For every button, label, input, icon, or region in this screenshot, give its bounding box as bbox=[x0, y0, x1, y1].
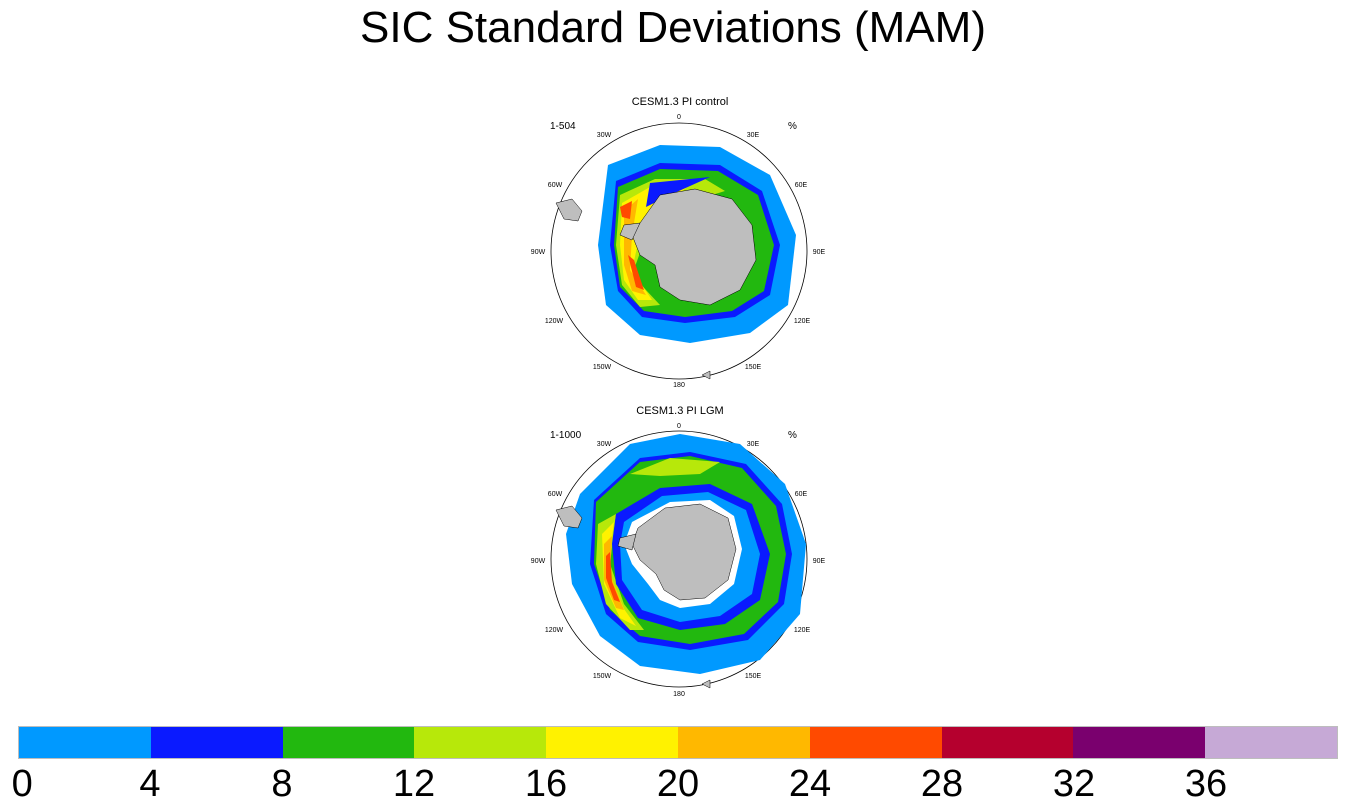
lon-label: 90W bbox=[531, 249, 546, 256]
lon-label: 180 bbox=[673, 382, 685, 389]
panel-range-label: 1-504 bbox=[550, 121, 576, 132]
map-panel-pi-lgm: CESM1.3 PI LGM 1-1000 % 0 30E 60E 90E 12… bbox=[520, 404, 840, 704]
colorbar-swatch bbox=[1205, 727, 1337, 758]
colorbar-tick-label: 24 bbox=[788, 763, 832, 805]
panel-units-label: % bbox=[788, 121, 797, 132]
lon-label: 0 bbox=[677, 423, 681, 430]
map-panel-pi-control: CESM1.3 PI control 1-504 % 0 30E 60E 90E… bbox=[520, 95, 840, 395]
lon-label: 90E bbox=[813, 249, 826, 256]
colorbar-swatch bbox=[941, 727, 1074, 758]
band-20-24 bbox=[624, 199, 646, 295]
colorbar-swatch bbox=[1073, 727, 1206, 758]
lon-label: 60W bbox=[548, 182, 563, 189]
colorbar-tick-label: 32 bbox=[1052, 763, 1096, 805]
peninsula-land bbox=[617, 533, 637, 551]
lon-label: 120W bbox=[545, 627, 564, 634]
lon-label: 180 bbox=[673, 691, 685, 698]
antarctica-land bbox=[631, 188, 757, 306]
lon-label: 60E bbox=[795, 491, 808, 498]
band-24-28 bbox=[606, 552, 620, 602]
south-america-land bbox=[555, 505, 583, 529]
panel-title: CESM1.3 PI control bbox=[631, 96, 729, 108]
peninsula-land bbox=[619, 222, 641, 241]
lon-label: 120W bbox=[545, 318, 564, 325]
lon-label: 60E bbox=[795, 182, 808, 189]
colorbar-tick-label: 12 bbox=[392, 763, 436, 805]
antarctica-land bbox=[631, 503, 737, 601]
new-zealand-land bbox=[701, 679, 711, 689]
south-america-land bbox=[555, 198, 583, 222]
polar-map: 0 30E 60E 90E 120E 150E 180 150W 120W 90… bbox=[531, 423, 826, 698]
lon-label: 30W bbox=[597, 132, 612, 139]
lon-label: 60W bbox=[548, 491, 563, 498]
band-24-28 bbox=[620, 201, 632, 219]
panel-range-label: 1-1000 bbox=[550, 430, 582, 441]
colorbar-swatch bbox=[546, 727, 678, 758]
lon-label: 120E bbox=[794, 318, 811, 325]
lon-label: 30E bbox=[747, 441, 760, 448]
lon-label: 90W bbox=[531, 558, 546, 565]
lon-label: 150W bbox=[593, 673, 612, 680]
colorbar-tick-label: 20 bbox=[656, 763, 700, 805]
colorbar-swatch bbox=[809, 727, 942, 758]
panel-units-label: % bbox=[788, 430, 797, 441]
colorbar-tick-label: 28 bbox=[920, 763, 964, 805]
band-16-20 bbox=[620, 185, 690, 300]
colorbar-swatch bbox=[150, 727, 283, 758]
lon-label: 30E bbox=[747, 132, 760, 139]
colorbar bbox=[18, 726, 1338, 759]
colorbar-tick-label: 16 bbox=[524, 763, 568, 805]
new-zealand-land bbox=[701, 370, 711, 380]
figure-title: SIC Standard Deviations (MAM) bbox=[360, 3, 986, 52]
colorbar-tick-label: 36 bbox=[1184, 763, 1228, 805]
colorbar-swatch bbox=[282, 727, 415, 758]
lon-label: 120E bbox=[794, 627, 811, 634]
lon-label: 90E bbox=[813, 558, 826, 565]
polar-map: 0 30E 60E 90E 120E 150E 180 150W 120W 90… bbox=[531, 114, 826, 389]
colorbar-swatch bbox=[414, 727, 547, 758]
colorbar-tick-label: 8 bbox=[271, 763, 293, 805]
lon-label: 0 bbox=[677, 114, 681, 121]
lon-label: 150E bbox=[745, 364, 762, 371]
colorbar-tick-label: 0 bbox=[11, 763, 33, 805]
panel-title: CESM1.3 PI LGM bbox=[636, 405, 724, 417]
colorbar-swatch bbox=[19, 727, 151, 758]
lon-label: 150E bbox=[745, 673, 762, 680]
lon-label: 30W bbox=[597, 441, 612, 448]
colorbar-swatch bbox=[677, 727, 810, 758]
colorbar-tick-label: 4 bbox=[139, 763, 161, 805]
lon-label: 150W bbox=[593, 364, 612, 371]
